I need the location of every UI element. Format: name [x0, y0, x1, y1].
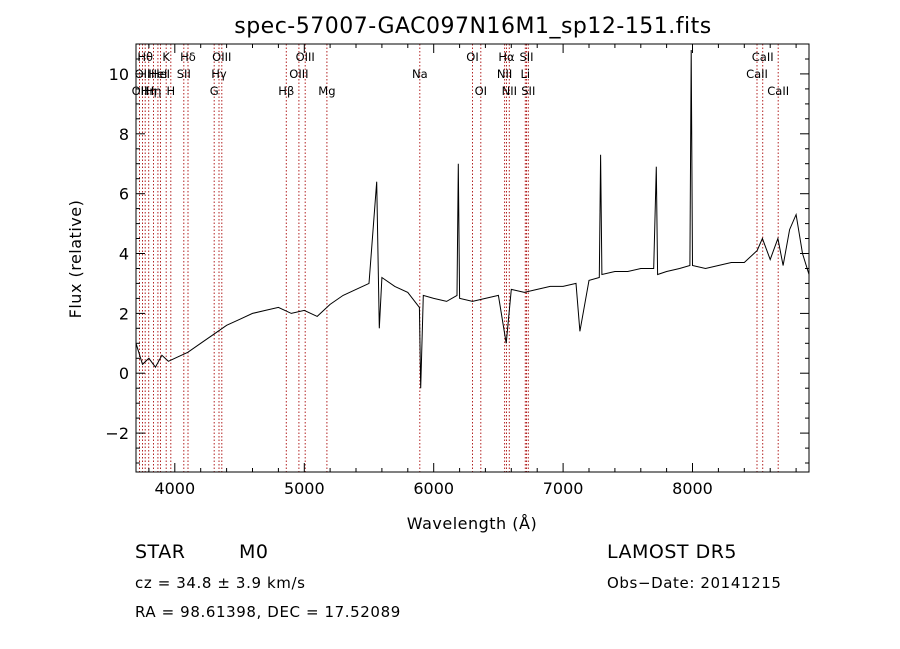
y-axis: −2 0 2 4 6 8 10: [105, 43, 809, 464]
line-marker-label-19: OI: [466, 50, 478, 64]
plot-frame: [135, 43, 810, 473]
line-marker-label-13: OIII: [212, 50, 231, 64]
line-marker-label-17: Mg: [318, 84, 335, 98]
x-tick-label-1: 5000: [284, 479, 325, 498]
line-marker-label-0: OII: [132, 84, 148, 98]
line-marker-label-4: Hη: [146, 84, 162, 98]
x-tick-label-2: 6000: [413, 479, 454, 498]
y-tick-label-6: 10: [109, 65, 129, 84]
line-marker-label-29: CaII: [767, 84, 789, 98]
y-tick-label-3: 4: [119, 245, 129, 264]
line-marker-label-28: CaII: [752, 50, 774, 64]
x-axis-label: Wavelength (Å): [407, 514, 537, 533]
obs-date: Obs−Date: 20141215: [607, 574, 782, 592]
line-marker-label-21: NII: [497, 67, 512, 81]
line-marker-label-20: OI: [475, 84, 487, 98]
line-marker-label-2: Hθ: [137, 50, 153, 64]
y-tick-label-2: 2: [119, 304, 129, 323]
line-marker-label-23: NII: [502, 84, 517, 98]
line-marker-label-8: H: [166, 84, 175, 98]
x-tick-label-3: 7000: [543, 479, 584, 498]
coordinates: RA = 98.61398, DEC = 17.52089: [135, 603, 401, 621]
line-marker-layer: [139, 44, 779, 472]
y-tick-label-4: 6: [119, 185, 129, 204]
chart-title: spec-57007-GAC097N16M1_sp12-151.fits: [234, 14, 712, 39]
x-tick-label-0: 4000: [154, 479, 195, 498]
y-tick-label-0: −2: [105, 424, 129, 443]
redshift-readout: cz = 34.8 ± 3.9 km/s: [135, 574, 306, 592]
x-tick-label-4: 8000: [672, 479, 713, 498]
line-marker-label-14: Hβ: [278, 84, 294, 98]
line-marker-label-5: HeI: [148, 67, 167, 81]
line-marker-label-18: Na: [412, 67, 428, 81]
line-marker-label-15: OIII: [289, 67, 308, 81]
line-marker-label-9: SII: [177, 67, 191, 81]
line-marker-label-11: G: [210, 84, 219, 98]
line-marker-label-3: Hη: [141, 84, 157, 98]
line-marker-label-24: Li: [520, 67, 530, 81]
line-marker-label-27: CaII: [746, 67, 768, 81]
y-tick-label-5: 8: [119, 125, 129, 144]
line-marker-labels: OIIOIIHθHηHηHeIHeIKHSIIHδGHγOIIIHβOIIIOI…: [132, 50, 790, 98]
y-tick-label-1: 0: [119, 364, 129, 383]
spectrum-line-0: [135, 49, 810, 389]
line-marker-label-10: Hδ: [180, 50, 196, 64]
line-marker-label-26: SII: [521, 84, 535, 98]
line-marker-label-22: Hα: [498, 50, 515, 64]
object-subclass: M0: [239, 541, 269, 563]
spectrum-series: [135, 49, 810, 389]
x-axis: 4000 5000 6000 7000 8000: [148, 44, 797, 498]
line-marker-label-16: OIII: [296, 50, 315, 64]
line-marker-label-25: SII: [519, 50, 533, 64]
y-axis-label: Flux (relative): [66, 200, 85, 319]
object-class: STAR: [135, 541, 186, 563]
line-marker-label-1: OII: [135, 67, 151, 81]
line-marker-label-6: HeI: [151, 67, 170, 81]
line-marker-label-12: Hγ: [211, 67, 227, 81]
line-marker-label-7: K: [162, 50, 170, 64]
survey-name: LAMOST DR5: [607, 541, 737, 563]
